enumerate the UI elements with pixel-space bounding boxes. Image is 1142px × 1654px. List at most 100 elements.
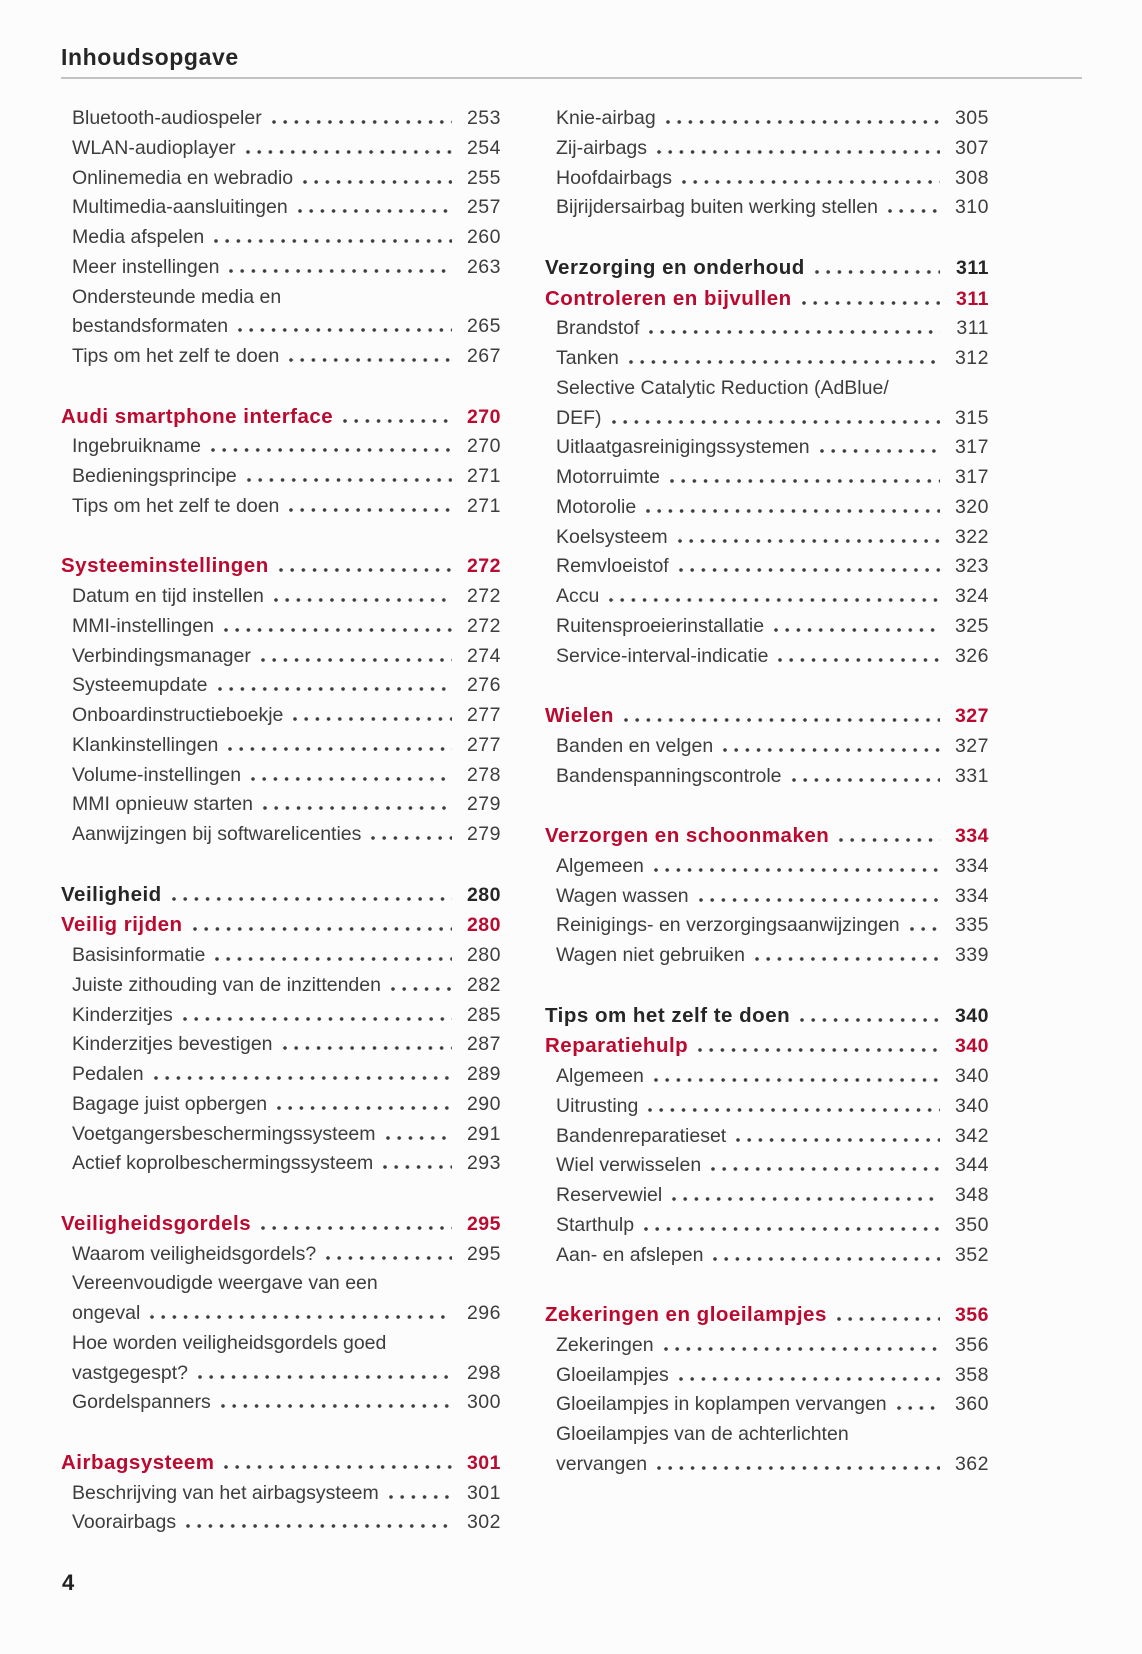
toc-entry-label: Reparatiehulp: [545, 1034, 689, 1058]
toc-page-number: 305: [954, 107, 989, 129]
toc-page-number: 255: [466, 166, 501, 189]
toc-entry-label: Brandstof: [556, 317, 640, 340]
toc-entry-row: Hoofdairbags 308: [545, 164, 989, 194]
toc-entry-row: Service-interval-indicatie 326: [545, 642, 989, 672]
toc-page-number: 326: [954, 644, 989, 667]
toc-page-number: 279: [466, 823, 501, 845]
toc-entry-row: Koelsysteem 322: [545, 523, 989, 553]
toc-page-number: 342: [954, 1124, 989, 1147]
dot-leader: [834, 1317, 940, 1321]
toc-entry-row: Tips om het zelf te doen 267: [61, 342, 501, 372]
toc-entry-row: MMI-instellingen 272: [61, 612, 501, 642]
toc-page-number: 279: [466, 793, 501, 816]
toc-entry-label: Onlinemedia en webradio: [72, 166, 294, 189]
toc-page-number: 307: [954, 136, 989, 159]
footer-page-number: 4: [62, 1570, 75, 1595]
toc-page-number: 290: [466, 1092, 501, 1115]
toc-section-row: Zekeringen en gloeilampjes 356: [545, 1300, 989, 1331]
dot-leader: [295, 209, 452, 214]
toc-page-number: 340: [954, 1004, 989, 1027]
toc-entry-row: Bedieningsprincipe 271: [61, 462, 501, 492]
toc-entry-row: Bluetooth-audiospeler 253: [61, 104, 501, 134]
dot-leader: [215, 687, 452, 692]
toc-entry-row: Accu 324: [545, 582, 989, 612]
dot-leader: [647, 330, 940, 335]
toc-page-number: 323: [954, 555, 989, 578]
toc-page-number: 265: [466, 315, 501, 338]
toc-section-row: Systeeminstellingen 272: [61, 551, 501, 582]
dot-leader: [668, 479, 940, 483]
toc-page-number: 311: [956, 287, 989, 310]
toc-entry-label: Klankinstellingen: [72, 733, 219, 756]
dot-leader: [249, 776, 452, 781]
toc-entry-label: Kinderzitjes: [72, 1003, 173, 1026]
toc-entry-label: Ingebruikname: [72, 435, 201, 458]
dot-leader: [696, 1048, 940, 1053]
toc-entry-row: MMI opnieuw starten 279: [61, 790, 501, 820]
toc-entry-row: Zekeringen 356: [545, 1331, 989, 1361]
toc-entry-label: Tips om het zelf te doen: [545, 1003, 791, 1027]
toc-entry-label: Reinigings- en verzorgingsaanwijzingen: [556, 914, 900, 937]
toc-entry-row: vervangen 362: [545, 1450, 989, 1480]
toc-entry-label: Systeemupdate: [72, 674, 208, 697]
dot-leader: [609, 419, 940, 424]
toc-page-number: 271: [466, 494, 501, 517]
toc-entry-label: Service-interval-indicatie: [556, 644, 769, 667]
toc-entry-label: Voorairbags: [72, 1511, 177, 1534]
toc-entry-label: Waarom veiligheidsgordels?: [72, 1242, 317, 1265]
dot-leader: [275, 1105, 452, 1110]
dot-leader: [676, 568, 940, 573]
toc-entry-row: Banden en velgen 327: [545, 732, 989, 762]
toc-entry-label: Bandenspanningscontrole: [556, 764, 782, 787]
toc-page-number: 334: [954, 825, 989, 847]
toc-entry-label: Tanken: [556, 347, 619, 369]
toc-page-number: 270: [466, 405, 501, 428]
toc-page-number: 324: [954, 585, 989, 607]
dot-leader: [301, 179, 452, 184]
toc-group: Airbagsysteem 301 Beschrijving van het air…: [61, 1448, 501, 1538]
toc-entry-label: Juiste zithouding van de inzittenden: [72, 973, 381, 996]
toc-entry-row: Tips om het zelf te doen 271: [61, 492, 501, 522]
toc-entry-row: Wiel verwisselen 344: [545, 1151, 989, 1181]
toc-page-number: 285: [466, 1003, 501, 1026]
toc-page-number: 272: [466, 555, 501, 578]
toc-entry-label: Audi smartphone interface: [61, 404, 334, 428]
toc-entry-label: Zij-airbags: [556, 136, 648, 159]
toc-page-number: 260: [466, 226, 501, 248]
toc-group: Zekeringen en gloeilampjes 356 Zekeringen 3…: [545, 1300, 989, 1480]
dot-leader: [663, 120, 940, 124]
toc-entry-row: Gordelspanners 300: [61, 1388, 501, 1418]
toc-page-number: 298: [466, 1361, 501, 1384]
toc-entry-label: Bagage juist opbergen: [72, 1092, 268, 1115]
dot-leader: [218, 1404, 452, 1409]
toc-page-number: 360: [954, 1393, 989, 1416]
toc-section-row: Controleren en bijvullen 311: [545, 284, 989, 315]
toc-page-number: 315: [954, 406, 989, 429]
toc-page-number: 263: [466, 255, 501, 278]
dot-leader: [341, 418, 452, 423]
toc-entry-row: Knie-airbag 305: [545, 104, 989, 134]
toc-entry-row: Datum en tijd instellen 272: [61, 582, 501, 612]
dot-leader: [675, 538, 940, 543]
toc-entry-row: Selective Catalytic Reduction (AdBlue/: [545, 374, 989, 404]
toc-page-number: 277: [466, 704, 501, 726]
toc-page-number: 295: [466, 1242, 501, 1265]
toc-page-number: 340: [954, 1094, 989, 1117]
toc-entry-label: Airbagsysteem: [61, 1450, 215, 1474]
toc-entry-row: Bandenreparatieset 342: [545, 1122, 989, 1152]
toc-entry-label: Bluetooth-audiospeler: [72, 107, 262, 129]
dot-leader: [383, 1135, 452, 1140]
toc-entry-row: Actief koprolbeschermingssysteem 293: [61, 1149, 501, 1179]
toc-group: Audi smartphone interface 270 Ingebruiknam…: [61, 402, 501, 522]
toc-entry-row: Ondersteunde media en: [61, 283, 501, 313]
dot-leader: [670, 1197, 940, 1201]
toc-entry-label: Volume-instellingen: [72, 763, 242, 786]
dot-leader: [734, 1137, 940, 1142]
toc-entry-label: Hoofdairbags: [556, 166, 672, 189]
dot-leader: [789, 777, 940, 782]
toc-entry-label: Actief koprolbeschermingssysteem: [72, 1152, 374, 1175]
dot-leader: [269, 120, 452, 124]
dot-leader: [709, 1167, 940, 1172]
toc-page-number: 317: [954, 466, 989, 488]
toc-section-row: Wielen 327: [545, 701, 989, 732]
